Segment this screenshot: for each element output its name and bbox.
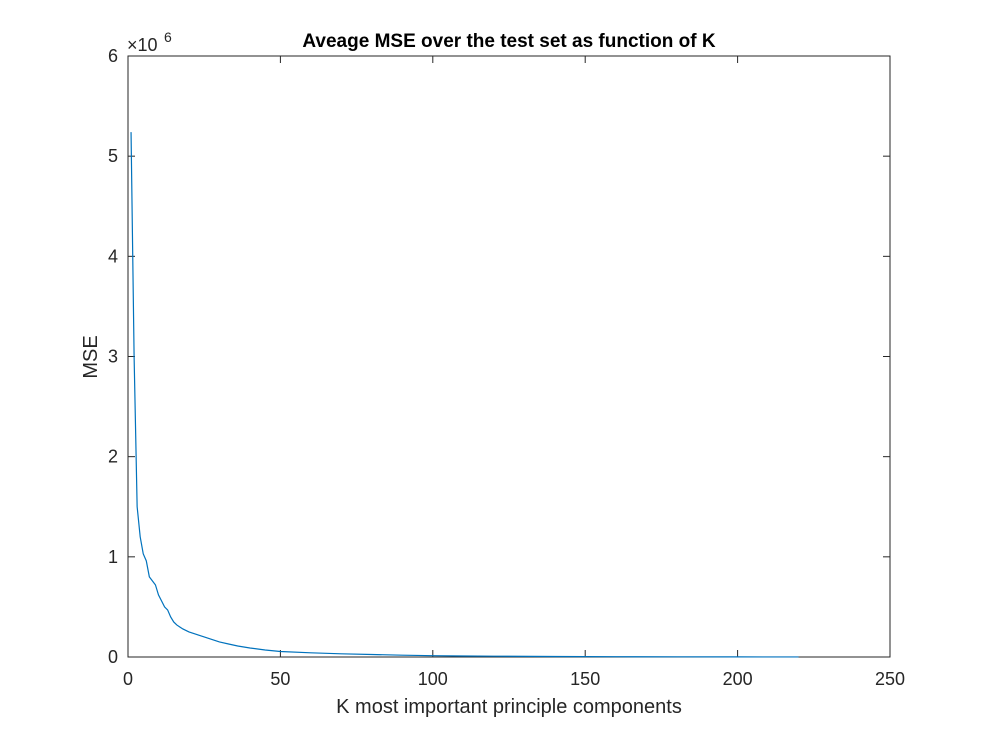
x-axis-label: K most important principle components [336, 696, 682, 718]
x-tick-label: 200 [723, 669, 753, 689]
chart-title: Aveage MSE over the test set as function… [302, 31, 715, 52]
y-tick-label: 1 [108, 547, 118, 567]
x-tick-label: 150 [570, 669, 600, 689]
x-tick-label: 250 [875, 669, 905, 689]
tick-labels: 0 50 100 150 200 250 0 1 2 3 4 5 6 [108, 46, 905, 689]
y-tick-label: 0 [108, 647, 118, 667]
y-tick-label: 6 [108, 46, 118, 66]
axes-frame [127, 55, 891, 658]
x-tick-label: 100 [418, 669, 448, 689]
axes-box [127, 55, 891, 658]
x-tick-label: 0 [123, 669, 133, 689]
x-tick-label: 50 [270, 669, 290, 689]
y-tick-label: 4 [108, 246, 118, 266]
axis-ticks [127, 55, 891, 658]
y-axis-label: MSE [80, 335, 102, 378]
y-exponent-power: 6 [164, 29, 172, 45]
y-tick-label: 5 [108, 146, 118, 166]
y-tick-label: 3 [108, 347, 118, 367]
plot-area [130, 132, 799, 658]
series-line [130, 132, 799, 658]
y-tick-label: 2 [108, 447, 118, 467]
y-exponent-base: ×10 [127, 35, 158, 55]
